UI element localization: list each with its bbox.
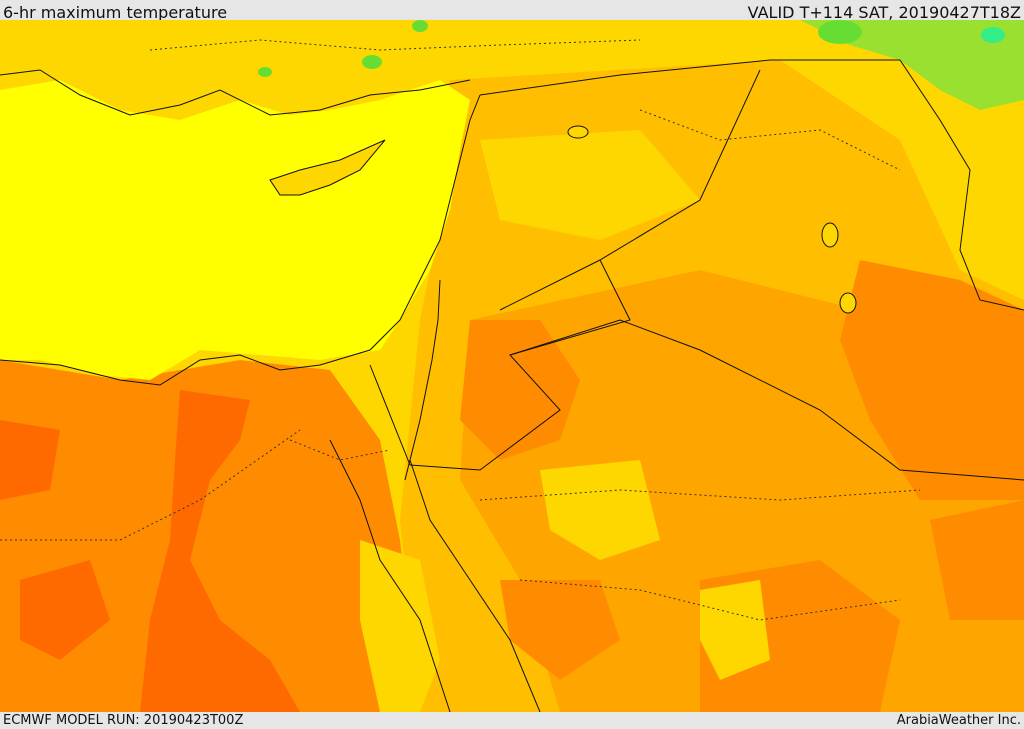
border-iraq-saudi [509, 319, 1024, 481]
border-dotted-anatolia [149, 39, 641, 51]
coast-anatolia [0, 69, 471, 116]
hot-zone-red-sea [500, 580, 620, 680]
hot-zone-iraq [840, 260, 1024, 500]
cool-zone-caucasus [800, 20, 1024, 110]
border-iraq-west [499, 69, 761, 311]
border-iraq-iran [899, 59, 1024, 311]
hot-zone-southwest [20, 560, 110, 660]
mild-patch-1 [540, 460, 660, 560]
cool-patch-1 [412, 20, 428, 32]
header-bar: 6-hr maximum temperature VALID T+114 SAT… [0, 0, 1024, 22]
lake-habbaniyah [839, 292, 857, 314]
hot-zone-far-east [930, 500, 1024, 620]
border-egypt-israel [369, 364, 411, 466]
footer-bar: ECMWF MODEL RUN: 20190423T00Z ArabiaWeat… [0, 712, 1024, 729]
map-title: 6-hr maximum temperature [3, 3, 228, 22]
border-dotted-africa [0, 429, 301, 541]
border-jordan [409, 259, 631, 471]
cool-patch-4 [818, 20, 862, 44]
lake-tharthar [821, 222, 839, 248]
temperature-map [0, 20, 1024, 712]
hot-zone-nile [140, 390, 300, 712]
border-syria-turkey [479, 59, 900, 96]
coast-mediterranean-south [0, 94, 481, 386]
model-run-label: ECMWF MODEL RUN: 20190423T00Z [3, 713, 244, 728]
hot-zone-west [0, 420, 60, 500]
cool-patch-3 [258, 67, 272, 77]
border-dotted-iraq [639, 109, 901, 171]
red-sea-outline [329, 439, 451, 712]
mild-patch-2 [700, 580, 770, 680]
border-dotted-saudi [479, 489, 921, 501]
red-sea-outline-east [409, 459, 541, 712]
cool-patch-2 [362, 55, 382, 69]
island-cyprus [269, 139, 386, 196]
cool-patch-5 [981, 27, 1005, 43]
jordan-rift [404, 279, 441, 481]
hot-zone-jordan [460, 320, 580, 460]
mild-patch-3 [360, 540, 440, 712]
temperature-field-svg [0, 20, 1024, 712]
mild-patch-levant [480, 130, 700, 240]
border-dotted-south [519, 579, 901, 621]
valid-time-label: VALID T+114 SAT, 20190427T18Z [747, 3, 1021, 22]
credit-label: ArabiaWeather Inc. [896, 713, 1021, 728]
lake-assad [567, 125, 589, 139]
